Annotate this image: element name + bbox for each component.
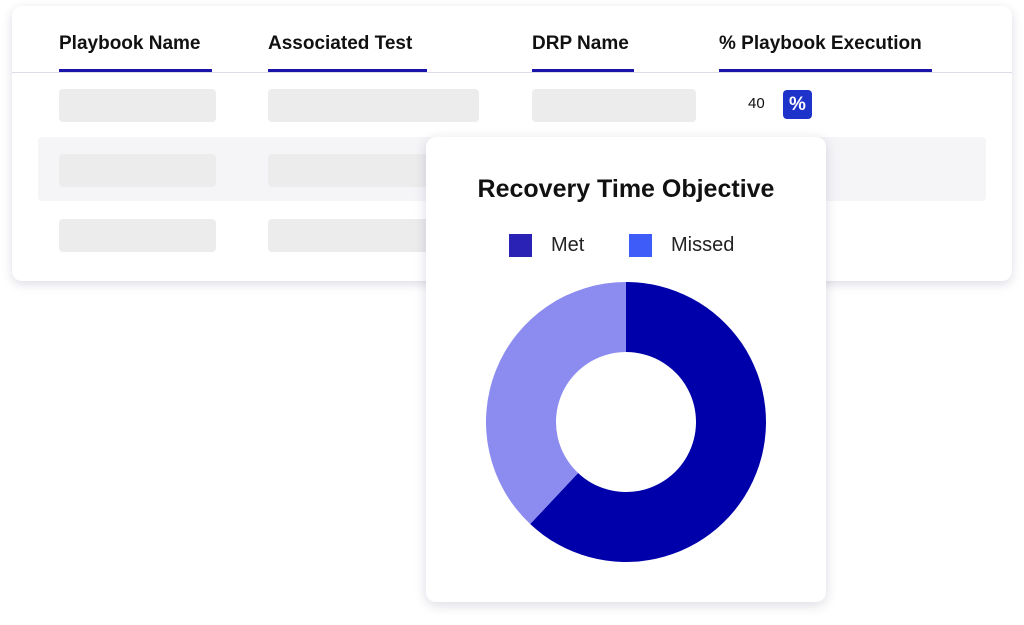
donut-chart	[486, 282, 766, 562]
table-header: Playbook Name Associated Test DRP Name %…	[12, 6, 1012, 73]
column-header-associated-test[interactable]: Associated Test	[268, 33, 427, 72]
associated-test-placeholder	[268, 89, 479, 122]
legend-swatch-met	[509, 233, 532, 257]
rto-chart-card: Recovery Time Objective Met Missed	[426, 137, 826, 602]
column-header-playbook-name[interactable]: Playbook Name	[59, 33, 212, 72]
execution-value: 40	[748, 95, 765, 112]
drp-name-placeholder	[532, 89, 696, 122]
donut-slice-met[interactable]	[530, 282, 766, 562]
playbook-name-placeholder	[59, 154, 216, 187]
playbook-table: Playbook Name Associated Test DRP Name %…	[12, 6, 1012, 281]
chart-title: Recovery Time Objective	[477, 175, 775, 203]
column-header-drp-name[interactable]: DRP Name	[532, 33, 634, 72]
playbook-name-placeholder	[59, 219, 216, 252]
playbook-name-placeholder	[59, 89, 216, 122]
percent-icon[interactable]: %	[783, 90, 812, 119]
donut-slice-missed[interactable]	[486, 282, 626, 525]
legend-label-missed: Missed	[671, 233, 735, 256]
legend-swatch-missed	[629, 233, 652, 257]
table-row[interactable]: 40 %	[38, 72, 986, 136]
legend-item-met[interactable]: Met	[509, 233, 584, 257]
legend-label-met: Met	[551, 233, 585, 256]
column-header-playbook-execution[interactable]: % Playbook Execution	[719, 33, 932, 72]
legend-item-missed[interactable]: Missed	[629, 233, 734, 257]
